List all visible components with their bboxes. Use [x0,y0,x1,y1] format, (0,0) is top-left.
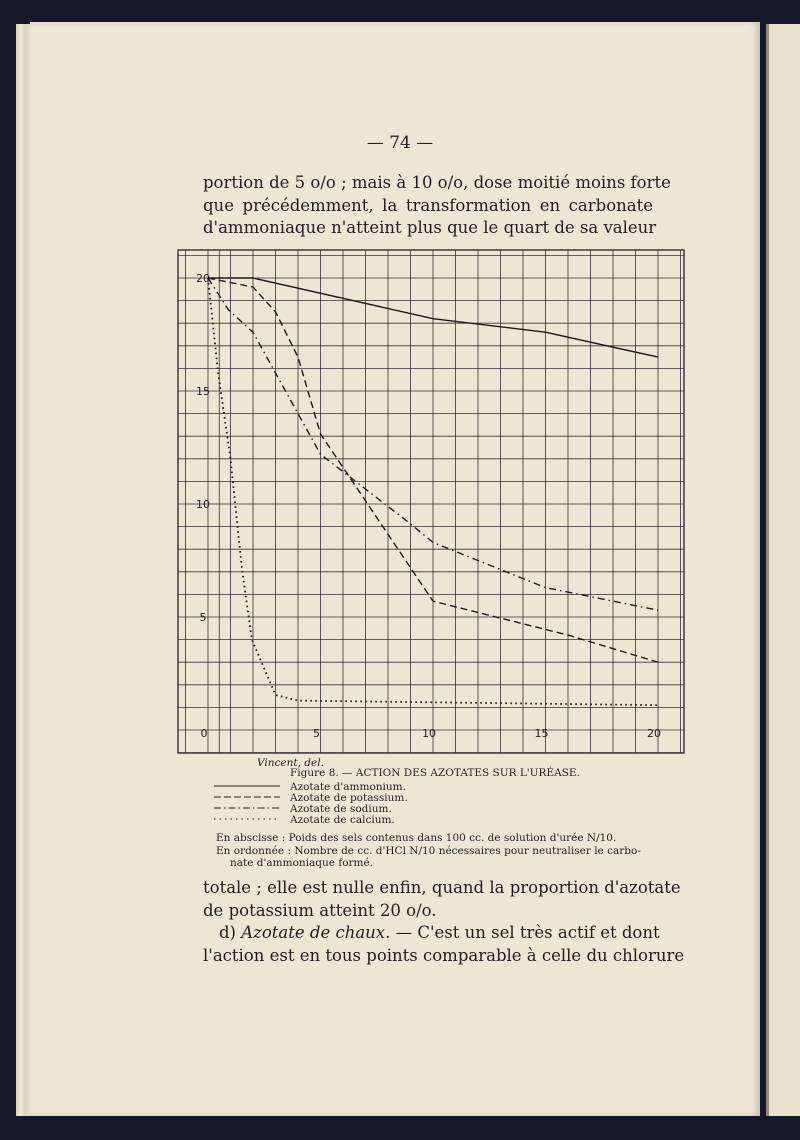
bottom-paragraph: totale ; elle est nulle enfin, quand la … [203,877,685,967]
x-tick-label: 5 [313,727,320,740]
legend-label: Azotate de calcium. [290,814,395,826]
ordinate-note: En ordonnée : Nombre de cc. d'HCl N/10 n… [216,845,641,857]
text-line: totale ; elle est nulle enfin, quand la … [203,878,681,897]
series-line-dash-dot [207,277,659,611]
text-line: portion de 5 o/o ; mais à 10 o/o, dose m… [203,173,671,192]
abscissa-note: En abscisse : Poids des sels contenus da… [216,832,617,844]
item-marker: d) [219,923,242,942]
legend-label: Azotate de sodium. [290,803,392,815]
top-paragraph: portion de 5 o/o ; mais à 10 o/o, dose m… [203,172,671,240]
text-line: l'action est en tous points comparable à… [203,945,685,965]
x-tick-label: 20 [647,727,661,740]
book-page [30,22,760,1116]
ordinate-note-cont: nate d'ammoniaque formé. [230,857,374,869]
chart-frame [177,249,685,754]
text-run: — C'est un sel très actif et dont [390,923,660,942]
text-line: que précédemment, la transformation en c… [203,195,653,215]
y-tick-label: 10 [196,498,210,511]
page-number: — 74 — [366,133,434,153]
y-tick-label: 20 [196,272,210,285]
x-tick-label: 15 [535,727,549,740]
page-edges [16,24,32,1116]
chart-grid [177,249,685,754]
facing-page-edge [766,24,800,1116]
legend-label: Azotate d'ammonium. [290,781,406,793]
x-tick-label: 0 [201,727,208,740]
legend-samples [214,785,280,820]
figure-credit: Vincent, del. [257,757,324,769]
y-tick-label: 5 [200,611,207,624]
text-line: d'ammoniaque n'atteint plus que le quart… [203,218,657,237]
series-line-solid [208,277,659,358]
figure-title: Figure 8. — ACTION DES AZOTATES SUR L'UR… [290,767,580,779]
legend-label: Azotate de potassium. [290,792,408,804]
italic-heading: Azotate de chaux. [241,923,391,942]
y-tick-label: 15 [196,385,210,398]
text-line: d) Azotate de chaux. — C'est un sel très… [203,922,660,945]
x-tick-label: 10 [422,727,436,740]
text-line: de potassium atteint 20 o/o. [203,900,437,920]
series-line-dashed [207,277,659,663]
chart-ticks: 0 5 10 15 20 20 15 10 5 [196,272,661,740]
chart-series [207,277,659,707]
